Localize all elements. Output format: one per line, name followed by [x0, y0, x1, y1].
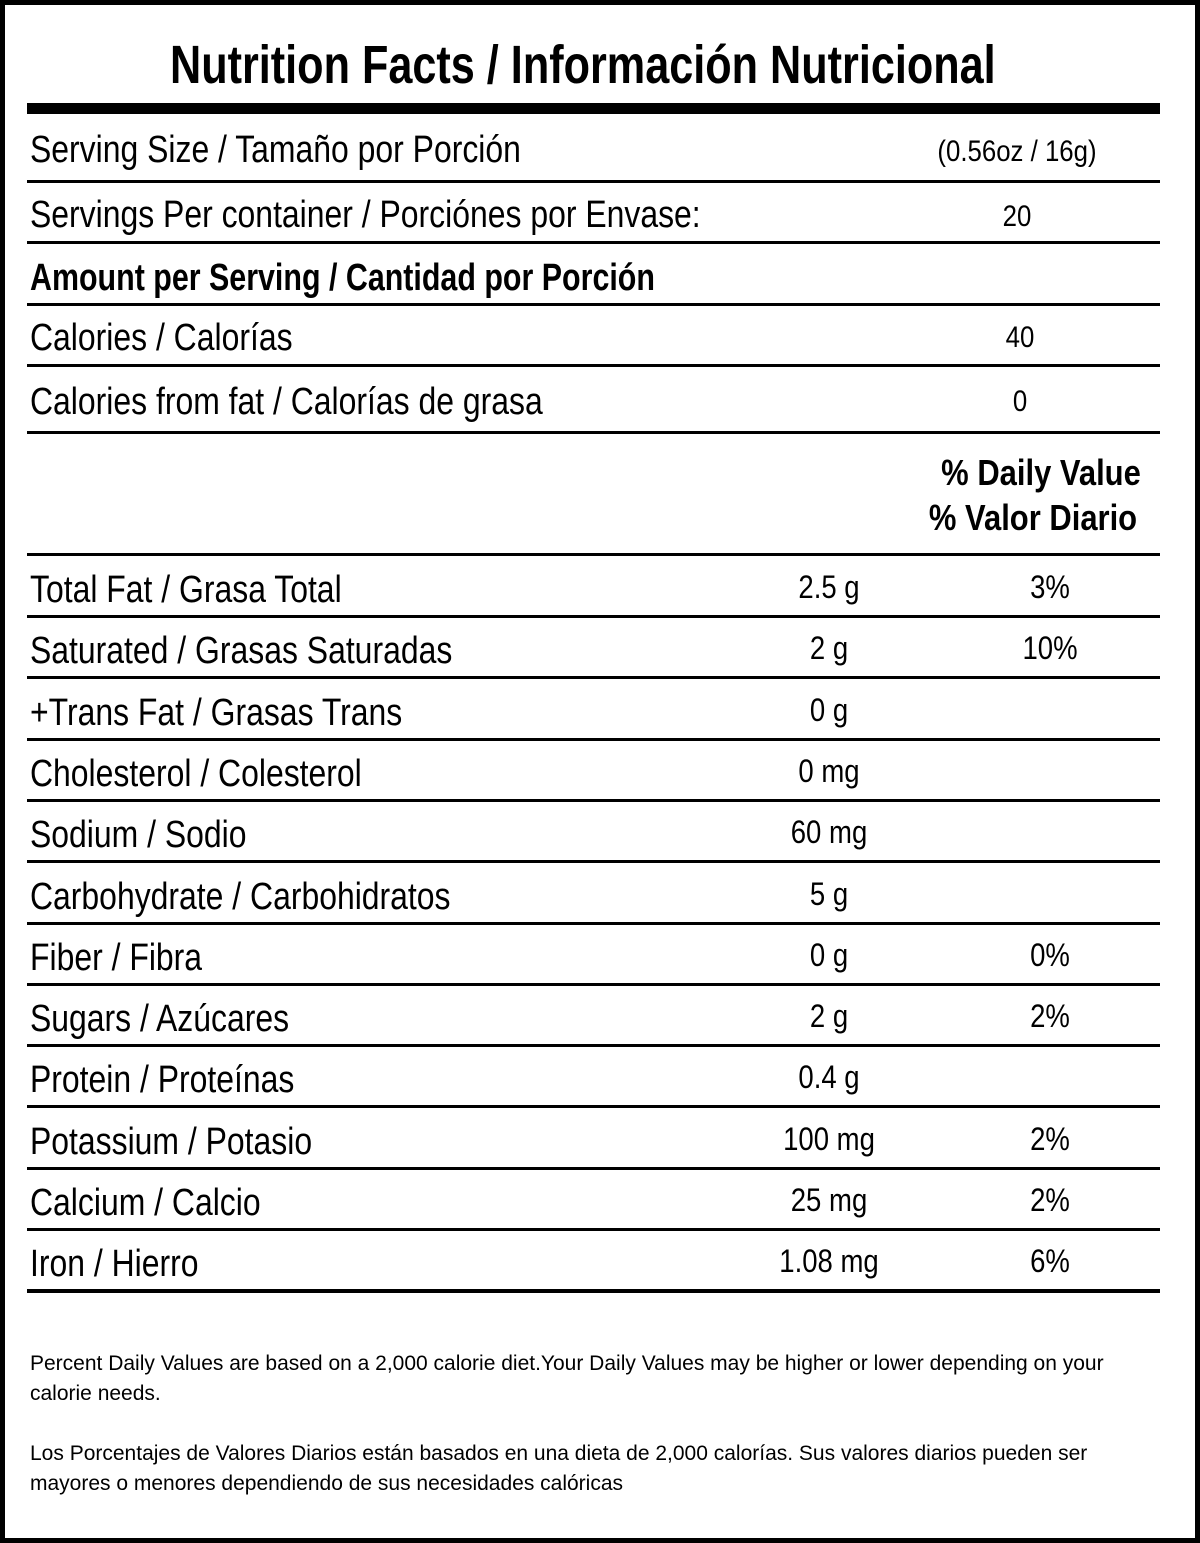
- serving-value: (0.56oz / 16g): [937, 135, 1097, 168]
- nutrient-name: Potassium / Potasio: [30, 1120, 313, 1163]
- nutrient-name: Cholesterol / Colesterol: [30, 752, 362, 795]
- calories-label: Calories / Calorías: [30, 317, 293, 359]
- nutrient-amount: 60 mg: [790, 814, 868, 851]
- divider: [27, 982, 1160, 986]
- nutrient-name: Calcium / Calcio: [30, 1182, 261, 1224]
- nutrient-dv: 0%: [1030, 936, 1070, 973]
- title: Nutrition Facts / Información Nutriciona…: [170, 35, 996, 95]
- divider: [27, 1044, 1160, 1048]
- serving-label: Serving Size / Tamaño por Porción: [30, 129, 521, 171]
- dv-header: % Daily Value: [941, 452, 1141, 493]
- nutrient-name: Protein / Proteínas: [30, 1059, 295, 1102]
- nutrient-dv: 2%: [1030, 1120, 1070, 1157]
- divider: [27, 103, 1160, 114]
- serving-value: 20: [1002, 200, 1032, 233]
- nutrient-name: Saturated / Grasas Saturadas: [30, 630, 453, 673]
- divider: [27, 241, 1160, 244]
- nutrient-amount: 5 g: [809, 875, 849, 912]
- divider: [27, 1289, 1160, 1294]
- nutrient-amount: 25 mg: [790, 1182, 868, 1218]
- serving-label: Servings Per container / Porciónes por E…: [30, 194, 701, 236]
- nutrient-amount: 1.08 mg: [779, 1243, 879, 1280]
- nutrient-name: Iron / Hierro: [30, 1243, 199, 1286]
- nutrient-amount: 2 g: [809, 630, 849, 667]
- nutrient-name: Fiber / Fibra: [30, 936, 203, 979]
- footnote: Los Porcentajes de Valores Diarios están…: [30, 1442, 1088, 1495]
- nutrient-name: Sodium / Sodio: [30, 814, 247, 857]
- nutrient-name: Carbohydrate / Carbohidratos: [30, 875, 451, 918]
- divider: [27, 798, 1160, 802]
- nutrient-name: +Trans Fat / Grasas Trans: [30, 691, 403, 734]
- calories-label: Calories from fat / Calorías de grasa: [30, 381, 543, 423]
- divider: [27, 1166, 1160, 1170]
- divider: [27, 364, 1160, 367]
- divider: [27, 1228, 1160, 1231]
- nutrient-dv: 10%: [1022, 630, 1078, 667]
- divider: [27, 180, 1160, 183]
- divider: [27, 860, 1160, 864]
- calories-value: 0: [1012, 385, 1028, 418]
- nutrient-amount: 0 g: [809, 936, 849, 973]
- divider: [27, 737, 1160, 741]
- amount-header: Amount per Serving / Cantidad por Porció…: [30, 257, 655, 299]
- divider: [27, 615, 1160, 618]
- nutrient-dv: 3%: [1030, 569, 1070, 605]
- footnote: Percent Daily Values are based on a 2,00…: [30, 1352, 1104, 1405]
- nutrient-amount: 2 g: [809, 998, 849, 1035]
- divider: [27, 676, 1160, 680]
- nutrient-amount: 0 mg: [798, 752, 860, 789]
- nutrient-amount: 2.5 g: [798, 569, 860, 605]
- nutrient-dv: 6%: [1030, 1243, 1070, 1280]
- nutrient-dv: 2%: [1030, 998, 1070, 1035]
- dv-header: % Valor Diario: [928, 497, 1138, 538]
- nutrient-dv: 2%: [1030, 1182, 1070, 1218]
- divider: [27, 553, 1160, 556]
- divider: [27, 1105, 1160, 1109]
- divider: [27, 303, 1160, 306]
- divider: [27, 921, 1160, 925]
- nutrient-name: Total Fat / Grasa Total: [30, 569, 342, 611]
- calories-value: 40: [1005, 321, 1035, 354]
- nutrient-amount: 100 mg: [783, 1120, 875, 1157]
- divider: [27, 431, 1160, 434]
- nutrient-amount: 0 g: [809, 691, 849, 728]
- nutrient-name: Sugars / Azúcares: [30, 998, 290, 1041]
- nutrient-amount: 0.4 g: [798, 1059, 860, 1096]
